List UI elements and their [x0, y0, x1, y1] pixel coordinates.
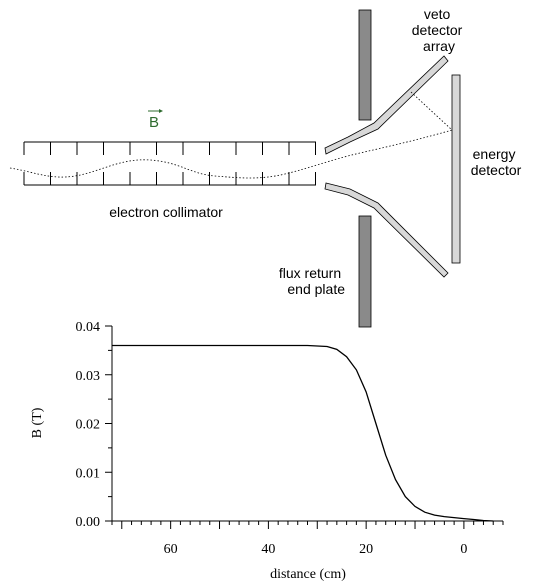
veto-detector-lower [324, 182, 449, 278]
y-axis-label: B (T) [30, 407, 45, 438]
flux-return-end-plate-top [358, 9, 372, 121]
y-tick-label: 0.04 [76, 320, 101, 335]
veto-label-line-3: array [423, 38, 455, 54]
veto-label: veto detector array [412, 6, 466, 54]
field-profile-chart: 0.00 0.01 0.02 0.03 0.04 60 40 20 0 B (T) dista… [30, 320, 504, 582]
energy-detector-label: energy detector [471, 146, 522, 178]
energy-detector [451, 74, 461, 264]
magnetic-field-symbol: B [148, 109, 163, 131]
series-line [112, 344, 494, 522]
energy-label-line-1: energy [473, 146, 516, 162]
flux-return-end-plate-bottom [358, 215, 372, 328]
y-ticks: 0.00 0.01 0.02 0.03 0.04 [76, 320, 112, 530]
y-tick-label: 0.01 [76, 466, 101, 481]
x-tick-label: 40 [261, 542, 275, 557]
field-arrow-head-icon [159, 109, 163, 113]
y-tick-label: 0.02 [76, 418, 101, 433]
flux-label-line-2: end plate [287, 281, 345, 297]
veto-label-line-2: detector [412, 22, 463, 38]
apparatus-diagram: B veto detector array energy detector el… [9, 6, 522, 328]
electron-trajectory [9, 129, 453, 179]
x-axis-label: distance (cm) [270, 567, 346, 582]
y-tick-label: 0.00 [76, 515, 101, 530]
flux-return-label: flux return end plate [279, 265, 345, 297]
energy-label-line-2: detector [471, 162, 522, 178]
scatter-trajectory [410, 91, 453, 131]
x-tick-label: 20 [359, 542, 373, 557]
y-tick-label: 0.03 [76, 369, 101, 384]
veto-label-line-1: veto [424, 6, 451, 22]
electron-collimator [23, 141, 316, 186]
field-label: B [149, 114, 159, 131]
x-tick-label: 0 [460, 542, 467, 557]
collimator-label: electron collimator [109, 204, 223, 220]
veto-detector-upper [324, 55, 449, 155]
x-ticks: 60 40 20 0 [111, 521, 504, 557]
x-tick-label: 60 [164, 542, 178, 557]
flux-label-line-1: flux return [279, 265, 341, 281]
